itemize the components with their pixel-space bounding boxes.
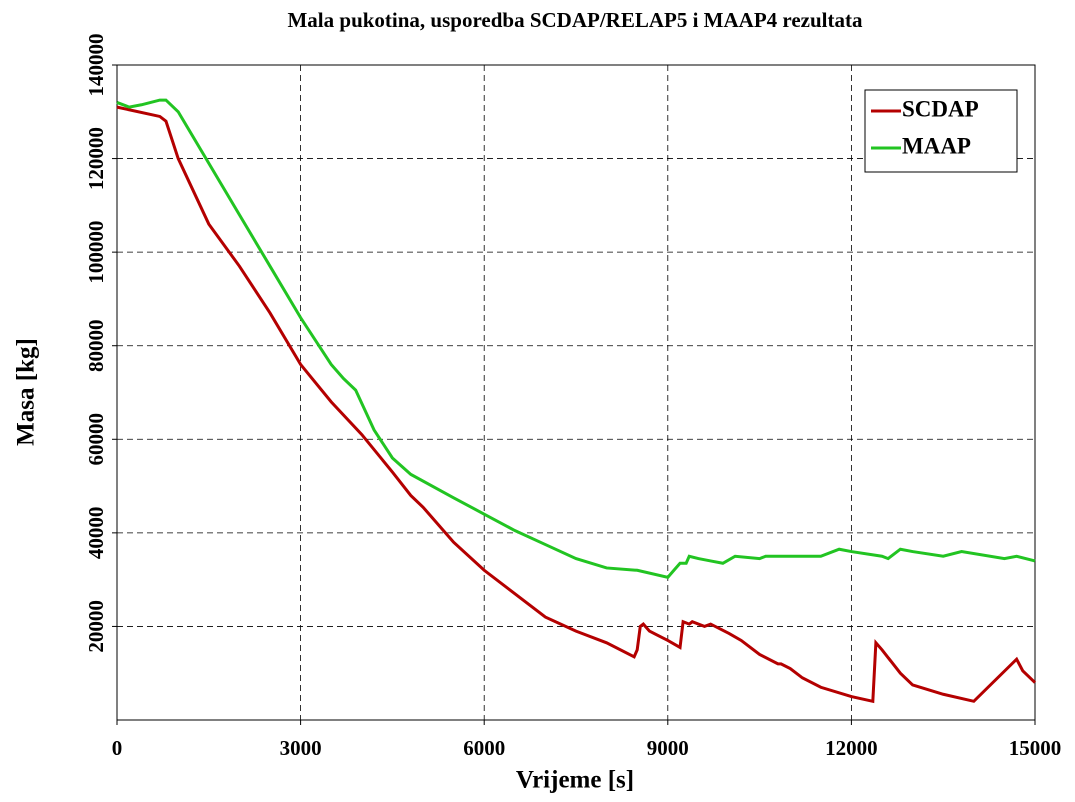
y-tick-label: 20000	[84, 600, 108, 653]
y-tick-label: 40000	[84, 507, 108, 560]
x-axis-label: Vrijeme [s]	[516, 767, 634, 794]
legend-label: SCDAP	[902, 96, 979, 121]
y-tick-label: 120000	[84, 127, 108, 190]
data-line	[116, 105, 1037, 704]
plot-area	[116, 64, 1036, 721]
x-tick-label: 12000	[825, 736, 878, 760]
data-line	[116, 98, 1036, 579]
x-tick-label: 15000	[1009, 736, 1062, 760]
y-tick-label: 140000	[84, 34, 108, 97]
y-axis-label: Masa [kg]	[13, 338, 40, 446]
x-tick-label: 9000	[647, 736, 689, 760]
y-tick-label: 100000	[84, 221, 108, 284]
x-tick-label: 0	[112, 736, 123, 760]
y-tick-label: 60000	[84, 413, 108, 466]
chart-title: Mala pukotina, usporedba SCDAP/RELAP5 i …	[287, 8, 863, 32]
legend	[864, 89, 1018, 173]
legend-label: MAAP	[902, 133, 971, 158]
y-tick-label: 80000	[84, 319, 108, 372]
x-tick-label: 3000	[280, 736, 322, 760]
x-tick-label: 6000	[463, 736, 505, 760]
